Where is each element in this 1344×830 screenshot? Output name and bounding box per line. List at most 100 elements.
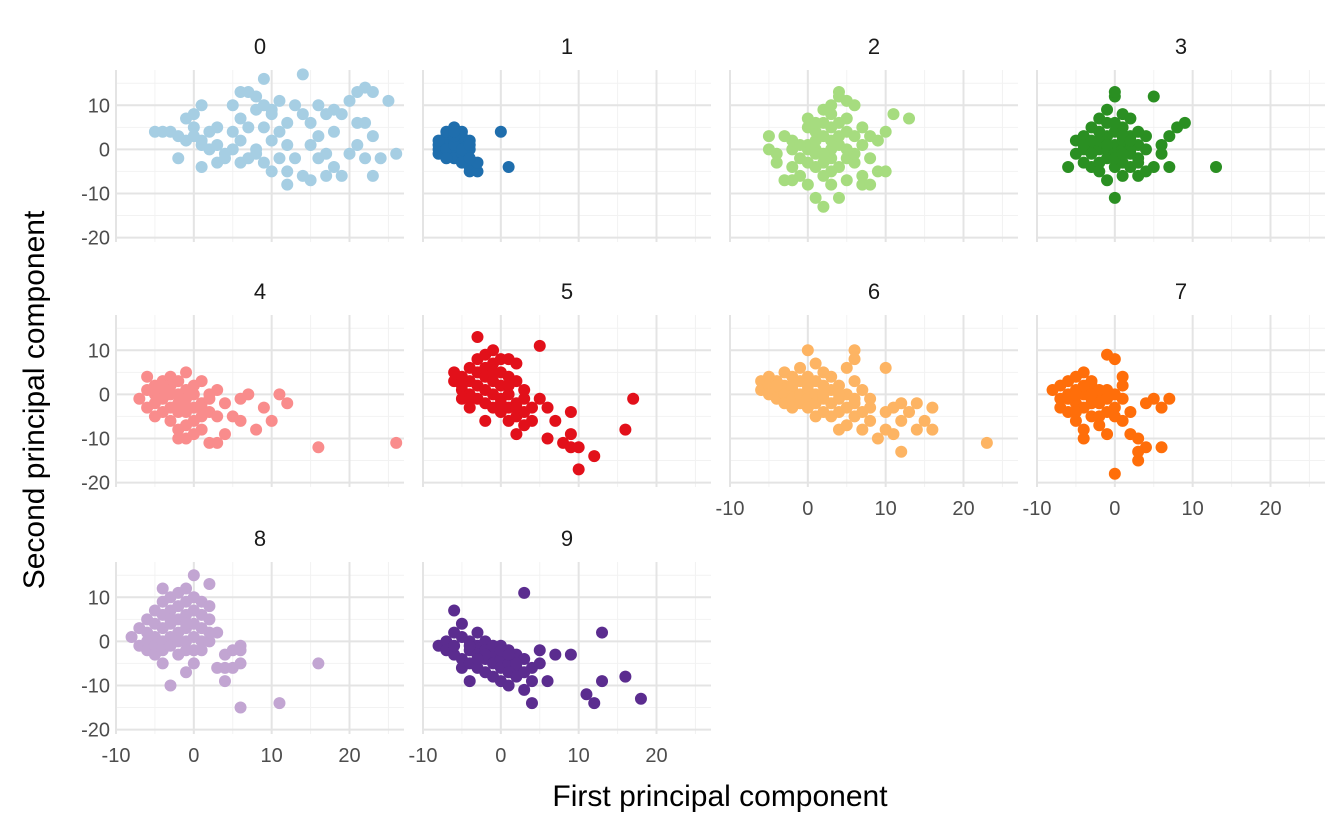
- data-point: [180, 134, 193, 147]
- data-point: [203, 613, 216, 626]
- data-point: [180, 366, 193, 379]
- data-point: [273, 125, 286, 138]
- data-point: [840, 361, 853, 374]
- data-point: [1124, 134, 1137, 147]
- data-point: [226, 99, 239, 112]
- data-point: [786, 161, 799, 174]
- data-point: [448, 604, 461, 617]
- y-tick-label: 10: [88, 340, 110, 362]
- facet-panel-3: 3: [1036, 34, 1325, 242]
- y-axis-title: Second principal component: [18, 210, 51, 589]
- data-point: [226, 644, 239, 657]
- data-point: [320, 108, 333, 121]
- data-point: [366, 86, 379, 99]
- data-point: [895, 397, 908, 410]
- facet-strip-label: 5: [561, 279, 573, 304]
- data-point: [312, 130, 325, 143]
- y-tick-label: -10: [81, 428, 110, 450]
- data-point: [156, 657, 169, 670]
- data-point: [234, 134, 247, 147]
- data-point: [840, 112, 853, 125]
- data-point: [1124, 406, 1137, 419]
- data-point: [187, 388, 200, 401]
- data-point: [801, 156, 814, 169]
- facet-panel-0: 0 -20 -10 0 10: [81, 34, 404, 250]
- data-point: [494, 397, 507, 410]
- data-point: [856, 169, 869, 182]
- data-point: [187, 630, 200, 643]
- x-tick-label: -10: [409, 745, 438, 767]
- data-point: [801, 344, 814, 357]
- data-point: [502, 379, 515, 392]
- data-point: [840, 174, 853, 187]
- data-point: [455, 617, 468, 630]
- data-point: [1108, 86, 1121, 99]
- facet-strip-label: 9: [561, 526, 573, 551]
- data-point: [533, 392, 546, 405]
- data-point: [195, 375, 208, 388]
- data-point: [359, 152, 372, 165]
- data-point: [1108, 401, 1121, 414]
- data-point: [265, 414, 278, 427]
- x-tick-label: 20: [338, 745, 360, 767]
- data-point: [1116, 379, 1129, 392]
- data-point: [195, 161, 208, 174]
- data-point: [871, 134, 884, 147]
- data-point: [541, 432, 554, 445]
- data-point: [374, 152, 387, 165]
- data-point: [195, 401, 208, 414]
- data-point: [1139, 143, 1152, 156]
- data-point: [1147, 161, 1160, 174]
- data-point: [296, 68, 309, 81]
- data-point: [351, 116, 364, 129]
- data-point: [801, 178, 814, 191]
- data-point: [825, 99, 838, 112]
- data-point: [895, 414, 908, 427]
- data-point: [250, 90, 263, 103]
- data-point: [448, 125, 461, 138]
- data-point: [343, 94, 356, 107]
- data-point: [887, 108, 900, 121]
- data-point: [541, 401, 554, 414]
- data-point: [848, 344, 861, 357]
- data-point: [848, 99, 861, 112]
- facet-strip-label: 0: [254, 34, 266, 59]
- data-point: [312, 99, 325, 112]
- data-point: [281, 397, 294, 410]
- data-point: [455, 379, 468, 392]
- data-point: [133, 392, 146, 405]
- data-point: [250, 143, 263, 156]
- data-point: [1155, 441, 1168, 454]
- data-point: [289, 99, 302, 112]
- data-point: [825, 108, 838, 121]
- y-tick-label: 0: [99, 139, 110, 161]
- data-point: [1069, 388, 1082, 401]
- data-point: [1132, 156, 1145, 169]
- data-point: [273, 94, 286, 107]
- data-point: [809, 116, 822, 129]
- data-point: [856, 138, 869, 151]
- data-point: [195, 423, 208, 436]
- data-point: [141, 370, 154, 383]
- x-tick-label: 0: [802, 498, 813, 520]
- data-point: [825, 165, 838, 178]
- facet-strip-label: 8: [254, 526, 266, 551]
- facet-strip-label: 6: [868, 279, 880, 304]
- data-point: [265, 103, 278, 116]
- data-point: [1210, 161, 1223, 174]
- x-tick-label: 0: [495, 745, 506, 767]
- facet-strip-label: 7: [1175, 279, 1187, 304]
- data-point: [572, 441, 585, 454]
- data-point: [211, 410, 224, 423]
- data-point: [856, 121, 869, 134]
- y-tick-label: -20: [81, 228, 110, 250]
- x-tick-label: -10: [1023, 498, 1052, 520]
- data-point: [327, 125, 340, 138]
- data-point: [312, 657, 325, 670]
- data-point: [634, 692, 647, 705]
- data-point: [1116, 169, 1129, 182]
- data-point: [848, 392, 861, 405]
- data-point: [817, 200, 830, 213]
- data-point: [164, 388, 177, 401]
- data-point: [440, 152, 453, 165]
